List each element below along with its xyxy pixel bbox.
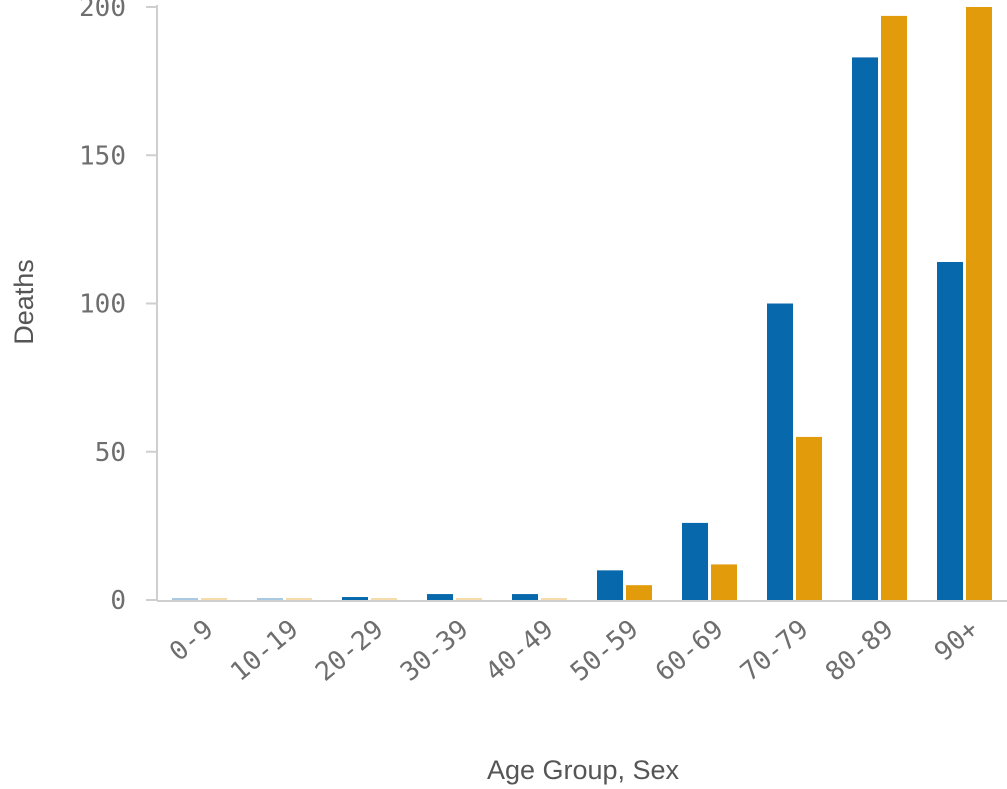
bar-0-9-series-2 <box>201 598 227 600</box>
x-tick-label: 80-89 <box>820 614 899 687</box>
x-tick-label: 60-69 <box>650 614 729 687</box>
y-axis: 0 50 100 150 200 <box>79 0 158 616</box>
bar-50-59-series-2 <box>626 585 652 600</box>
bar-40-49-series-2 <box>541 598 567 600</box>
bar-80-89-series-1 <box>852 57 878 600</box>
bar-30-39-series-1 <box>427 594 453 600</box>
y-tick-label: 0 <box>110 586 126 616</box>
x-tick-label: 0-9 <box>164 614 219 667</box>
y-tick-label: 150 <box>79 141 126 171</box>
bar-80-89-series-2 <box>881 15 907 600</box>
bar-70-79-series-1 <box>767 303 793 600</box>
x-tick-label: 20-29 <box>310 614 389 687</box>
bar-10-19-series-2 <box>286 598 312 600</box>
y-tick-label: 200 <box>79 0 126 23</box>
y-tick-label: 50 <box>95 438 126 468</box>
x-tick-label: 70-79 <box>735 614 814 687</box>
bar-40-49-series-1 <box>512 594 538 600</box>
y-axis-title: Deaths <box>9 259 39 345</box>
bar-0-9-series-1 <box>172 598 198 600</box>
bar-30-39-series-2 <box>456 598 482 600</box>
x-tick-label: 30-39 <box>395 614 474 687</box>
bars <box>172 7 992 600</box>
bar-50-59-series-1 <box>597 570 623 600</box>
x-tick-label: 50-59 <box>565 614 644 687</box>
x-tick-label: 40-49 <box>480 614 559 687</box>
bar-90+-series-1 <box>937 261 963 600</box>
bar-60-69-series-1 <box>682 522 708 600</box>
bar-60-69-series-2 <box>711 564 737 600</box>
x-tick-label: 90+ <box>929 614 984 667</box>
x-tick-label: 10-19 <box>225 614 304 687</box>
bar-10-19-series-1 <box>257 598 283 600</box>
bar-70-79-series-2 <box>796 436 822 600</box>
y-tick-label: 100 <box>79 290 126 320</box>
bar-20-29-series-2 <box>371 598 397 600</box>
x-axis-title: Age Group, Sex <box>487 755 680 785</box>
x-axis: 0-9 10-19 20-29 30-39 40-49 50-59 60-69 70-79 80… <box>157 600 1007 688</box>
bar-90+-series-2 <box>966 7 992 600</box>
bar-20-29-series-1 <box>342 597 368 600</box>
